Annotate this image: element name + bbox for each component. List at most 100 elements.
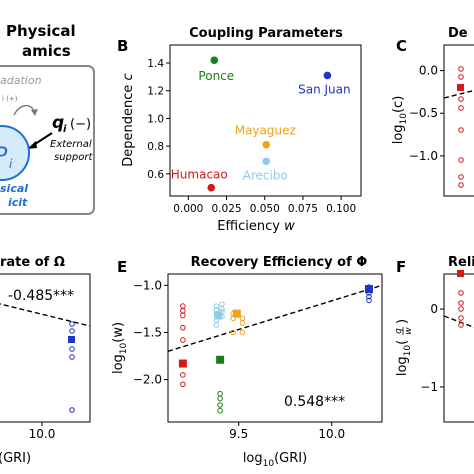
panel-f-ytick-label: −1 [420, 380, 438, 394]
panel-d-sample-point [69, 321, 75, 327]
panel-c-sample-point [458, 174, 464, 180]
panel-b-xtick-label: 0.000 [173, 203, 203, 215]
panel-b-point-ponce [210, 56, 219, 65]
panel-e-sample-point-ponce [217, 390, 223, 397]
panel-f-ylabel: log10( q w ) [394, 319, 414, 376]
panel-b-points: Ponce San Juan Mayaguez Arecibo Humacao [171, 56, 351, 192]
panel-e-annotation: 0.548*** [284, 394, 345, 410]
panel-f-points [457, 270, 464, 328]
panel-e-mean-marker-san-juan [364, 285, 373, 294]
svg-text:log10(c): log10(c) [391, 96, 409, 145]
panel-e: E Recovery Efficiency of Φ 9.5 10.0 −1.0 −1… [111, 255, 383, 469]
panel-e-xlabel: log10(GRI) [243, 451, 307, 469]
panel-e-sample-point-humacao [180, 312, 186, 319]
panel-b-point-label-arecibo: Arecibo [243, 168, 288, 182]
panel-f-sample-point [458, 290, 464, 296]
panel-c: C De 0.0 −0.5 −1.0 log10(c) [391, 26, 474, 197]
panel-b-point-humacao [207, 183, 216, 192]
panel-b-ytick-label: 1.4 [147, 58, 164, 70]
panel-a-title: Physical [6, 22, 76, 40]
panel-e-letter: E [117, 258, 127, 276]
loop-arrow-icon [13, 104, 35, 116]
panel-b: B Coupling Parameters 0.000 0.025 0.050 0.0… [117, 26, 362, 234]
panel-c-fit-line [443, 89, 474, 99]
panel-c-sample-point [458, 66, 464, 72]
panel-e-fit-line [167, 284, 383, 352]
panel-e-title: Recovery Efficiency of Φ [191, 255, 368, 270]
panel-d-axes-frame [0, 273, 91, 423]
panel-f-axes: 0 −1 [420, 302, 444, 394]
panel-a-deficit-label: icit [8, 196, 28, 209]
panel-b-ylabel: Dependence c [121, 73, 136, 166]
panel-e-sample-point-arecibo [219, 306, 225, 312]
panel-b-point-label-humacao: Humacao [171, 168, 228, 182]
panel-f-title: Reli [448, 255, 474, 270]
svg-text:i: i [63, 124, 67, 135]
panel-c-mean-marker [457, 84, 464, 91]
panel-e-points [178, 284, 373, 414]
panel-e-sample-point-humacao [180, 337, 186, 343]
panel-e-sample-point-mayaguez [239, 320, 246, 326]
panel-f-sample-point [458, 306, 464, 312]
panel-b-xlabel-text: Efficiency w [217, 219, 295, 234]
panel-d-sample-point [69, 407, 75, 413]
panel-e-mean-marker-humacao [178, 359, 187, 368]
svg-text:log10(w): log10(w) [111, 322, 129, 374]
panel-d: rate of Ω -0.485*** 10.0 (GRI) [0, 255, 91, 466]
loop-arrow-head-icon [31, 109, 38, 116]
panel-a-small-label: i (+) [2, 95, 18, 103]
svg-text:log10(: log10( [395, 340, 413, 376]
panel-e-sample-point-arecibo [213, 303, 220, 309]
panel-f-letter: F [396, 258, 406, 276]
panel-a-box [0, 65, 95, 215]
panel-a-physical-label: sical [0, 182, 28, 195]
panel-e-sample-point-ponce [217, 407, 223, 414]
panel-d-sample-point [69, 346, 75, 352]
panel-f-fit-line [443, 315, 474, 328]
panel-e-xtick-label: 9.5 [229, 427, 248, 441]
panel-a: Physical amics adation i (+) q i (−) Ext… [0, 22, 95, 215]
panel-c-ylabel: log10(c) [391, 96, 409, 145]
panel-e-ytick-label: −1.5 [133, 325, 162, 339]
panel-e-sample-point-mayaguez [239, 329, 246, 336]
panel-f-axes-frame [443, 273, 474, 423]
panel-e-mean-marker-ponce [216, 355, 225, 364]
panel-f: F Reli 0 −1 log10( q w ) [394, 255, 474, 423]
panel-a-q-label: q i (−) [52, 113, 91, 135]
panel-b-point-label-san-juan: San Juan [298, 82, 351, 96]
panel-e-fit [167, 284, 383, 352]
panel-c-sample-point [458, 105, 464, 111]
panel-b-point-label-mayaguez: Mayaguez [235, 124, 296, 138]
panel-c-sample-point [458, 182, 464, 188]
panel-e-sample-point-ponce [217, 402, 223, 408]
svg-text:q: q [394, 328, 404, 334]
panel-b-point-mayaguez [262, 140, 271, 149]
panel-b-xtick-label: 0.075 [288, 203, 318, 215]
svg-text:w: w [404, 327, 414, 335]
panel-d-annotation: -0.485*** [8, 288, 74, 304]
svg-text:P: P [0, 144, 8, 169]
panel-e-ytick-label: −2.0 [133, 373, 162, 387]
deficit-circle [0, 125, 30, 181]
panel-b-xtick-label: 0.025 [212, 203, 242, 215]
panel-c-ytick-label: −0.5 [409, 106, 438, 120]
support-arrow-head-icon [27, 141, 37, 149]
panel-e-plot-area [167, 273, 383, 423]
panel-f-ytick-label: 0 [430, 302, 438, 316]
panel-e-sample-point-humacao [180, 372, 186, 378]
panel-c-letter: C [396, 37, 407, 55]
svg-text:): ) [395, 319, 410, 324]
panel-b-ytick-label: 1.0 [147, 113, 164, 125]
panel-c-axes: 0.0 −0.5 −1.0 [409, 64, 444, 163]
panel-c-sample-point [458, 96, 464, 102]
panel-a-external-label: External [50, 139, 92, 150]
panel-b-xtick-label: 0.100 [326, 203, 356, 215]
panel-c-points [457, 66, 464, 188]
panel-e-sample-point-humacao [180, 324, 186, 331]
panel-d-title: rate of Ω [0, 255, 65, 270]
panel-c-ytick-label: 0.0 [419, 64, 438, 78]
panel-a-title-2: amics [22, 42, 71, 60]
panel-c-axes-frame [443, 44, 474, 197]
panel-e-sample-point-arecibo [219, 301, 225, 307]
panel-e-ytick-label: −1.0 [133, 278, 162, 292]
